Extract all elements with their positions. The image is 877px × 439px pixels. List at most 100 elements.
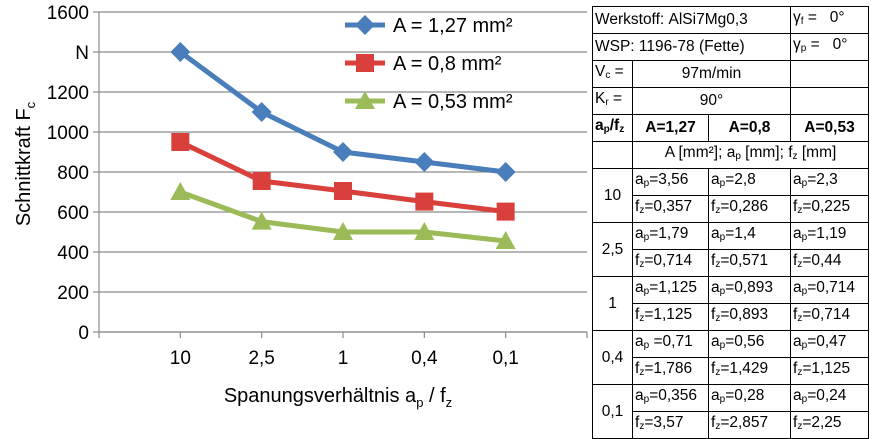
vc-label: Vc =: [592, 60, 633, 88]
x-axis-label: Spanungsverhältnis ap / fz: [224, 385, 452, 410]
legend-marker: [356, 54, 374, 72]
fz-cell: fz=1,125: [790, 357, 869, 385]
line-chart: 0 200 400 600 800 1000 1200 N 1600 10 2,5 1 0,4 0,1 Sp…: [13, 3, 588, 410]
fz-cell: fz=0,44: [790, 249, 869, 277]
table-row: fz=1,786 fz=1,429 fz=1,125: [593, 357, 869, 385]
kr-label: Kr =: [592, 87, 633, 115]
y-tick-label: 800: [57, 163, 89, 184]
y-axis-label: Schnittkraft Fc: [13, 101, 38, 226]
kr-value: 90°: [632, 87, 791, 115]
data-point: [170, 42, 191, 62]
table-row: fz=0,714 fz=0,571 fz=0,44: [593, 249, 869, 277]
werkstoff-cell: Werkstoff: AlSi7Mg0,3: [592, 6, 791, 34]
table-row: 2,5 ap=1,79 ap=1,4 ap=1,19: [592, 222, 869, 277]
table-row: WSP: 1196-78 (Fette) γp = 0°: [592, 33, 869, 61]
fz-cell: fz=3,57: [632, 411, 709, 439]
y-tick-label: 200: [57, 283, 89, 304]
legend-marker: [355, 15, 375, 35]
table-row: A [mm²]; ap [mm]; fz [mm]: [592, 141, 869, 169]
parameter-table: Werkstoff: AlSi7Mg0,3 γf = 0° WSP: 1196-78…: [592, 6, 869, 439]
ap-cell: ap=0,24: [790, 384, 869, 412]
data-point: [495, 162, 516, 182]
data-point: [252, 172, 271, 190]
data-point: [251, 211, 272, 230]
table-row: Werkstoff: AlSi7Mg0,3 γf = 0°: [592, 6, 869, 34]
empty-cell: [790, 60, 869, 88]
data-point: [171, 133, 190, 151]
data-point: [414, 152, 435, 172]
ap-cell: ap=1,4: [708, 222, 791, 250]
data-point: [496, 202, 515, 221]
empty-cell: [592, 141, 633, 169]
ap-cell: ap=2,3: [790, 168, 869, 196]
data-point: [251, 102, 272, 122]
legend-label: A = 0,8 mm²: [393, 53, 502, 75]
legend-marker: [355, 91, 375, 109]
table-row: fz=1,125 fz=0,893 fz=0,714: [593, 303, 869, 331]
ap-cell: ap=0,356: [632, 384, 709, 412]
ratio-cell: 2,5: [592, 222, 633, 277]
data-point: [334, 182, 352, 200]
ratio-cell: 0,1: [592, 384, 633, 439]
wsp-cell: WSP: 1196-78 (Fette): [592, 33, 791, 61]
header-ratio: ap/fz: [592, 114, 633, 142]
table-row: Vc = 97m/min: [592, 60, 869, 88]
header-a3: A=0,53: [790, 114, 869, 142]
x-tick-label: 10: [170, 348, 191, 369]
fz-cell: fz=0,286: [708, 195, 791, 223]
y-tick-label: 400: [57, 243, 89, 264]
table-row: ap/fz A=1,27 A=0,8 A=0,53: [592, 114, 869, 142]
y-tick-label: 0: [78, 323, 89, 344]
fz-cell: fz=1,429: [708, 357, 791, 385]
table-row: 10 ap=3,56 ap=2,8 ap=2,3: [592, 168, 869, 223]
y-tick-label: 1600: [47, 3, 89, 24]
legend-label: A = 1,27 mm²: [393, 15, 513, 37]
table-row: 1 ap=1,125 ap=0,893 ap=0,714: [592, 276, 869, 331]
table-row: fz=3,57 fz=2,857 fz=2,25: [593, 411, 869, 439]
y-tick-label: 1000: [47, 123, 89, 144]
fz-cell: fz=1,786: [632, 357, 709, 385]
gamma-f-cell: γf = 0°: [790, 6, 869, 34]
fz-cell: fz=0,357: [632, 195, 709, 223]
fz-cell: fz=0,225: [790, 195, 869, 223]
data-point: [333, 142, 353, 162]
ap-cell: ap=0,714: [790, 276, 869, 304]
ratio-cell: 1: [592, 276, 633, 331]
y-tick-label: 1200: [47, 83, 89, 104]
x-tick-label: 0,4: [411, 348, 438, 369]
units-cell: A [mm²]; ap [mm]; fz [mm]: [632, 141, 869, 169]
ap-cell: ap=2,8: [708, 168, 791, 196]
fz-cell: fz=0,714: [790, 303, 869, 331]
table-row: fz=0,357 fz=0,286 fz=0,225: [593, 195, 869, 223]
ap-cell: ap=0,56: [708, 330, 791, 358]
vc-value: 97m/min: [632, 60, 791, 88]
x-tick-label: 0,1: [492, 348, 518, 369]
table-row: 0,1 ap=0,356 ap=0,28 ap=0,24: [592, 384, 869, 439]
y-tick-label: 600: [57, 203, 89, 224]
table-row: 0,4 ap =0,71 ap=0,56 ap=0,47: [592, 330, 869, 385]
ap-cell: ap=1,19: [790, 222, 869, 250]
y-tick-label: N: [75, 43, 89, 64]
ap-cell: ap=0,893: [708, 276, 791, 304]
data-point: [333, 222, 353, 240]
ap-cell: ap=1,79: [632, 222, 709, 250]
empty-cell: [790, 87, 869, 115]
ratio-cell: 10: [592, 168, 633, 223]
gamma-p-cell: γp = 0°: [790, 33, 869, 61]
ap-cell: ap=0,28: [708, 384, 791, 412]
ap-cell: ap=0,47: [790, 330, 869, 358]
legend-label: A = 0,53 mm²: [393, 91, 513, 113]
data-point: [170, 182, 191, 200]
x-tick-label: 2,5: [248, 348, 274, 369]
data-point: [415, 192, 434, 211]
fz-cell: fz=0,571: [708, 249, 791, 277]
header-a1: A=1,27: [632, 114, 709, 142]
fz-cell: fz=0,714: [632, 249, 709, 277]
ap-cell: ap=3,56: [632, 168, 709, 196]
data-point: [495, 231, 516, 249]
fz-cell: fz=0,893: [708, 303, 791, 331]
ratio-cell: 0,4: [592, 330, 633, 385]
data-point: [414, 222, 435, 240]
ap-cell: ap =0,71: [632, 330, 709, 358]
header-a2: A=0,8: [708, 114, 791, 142]
